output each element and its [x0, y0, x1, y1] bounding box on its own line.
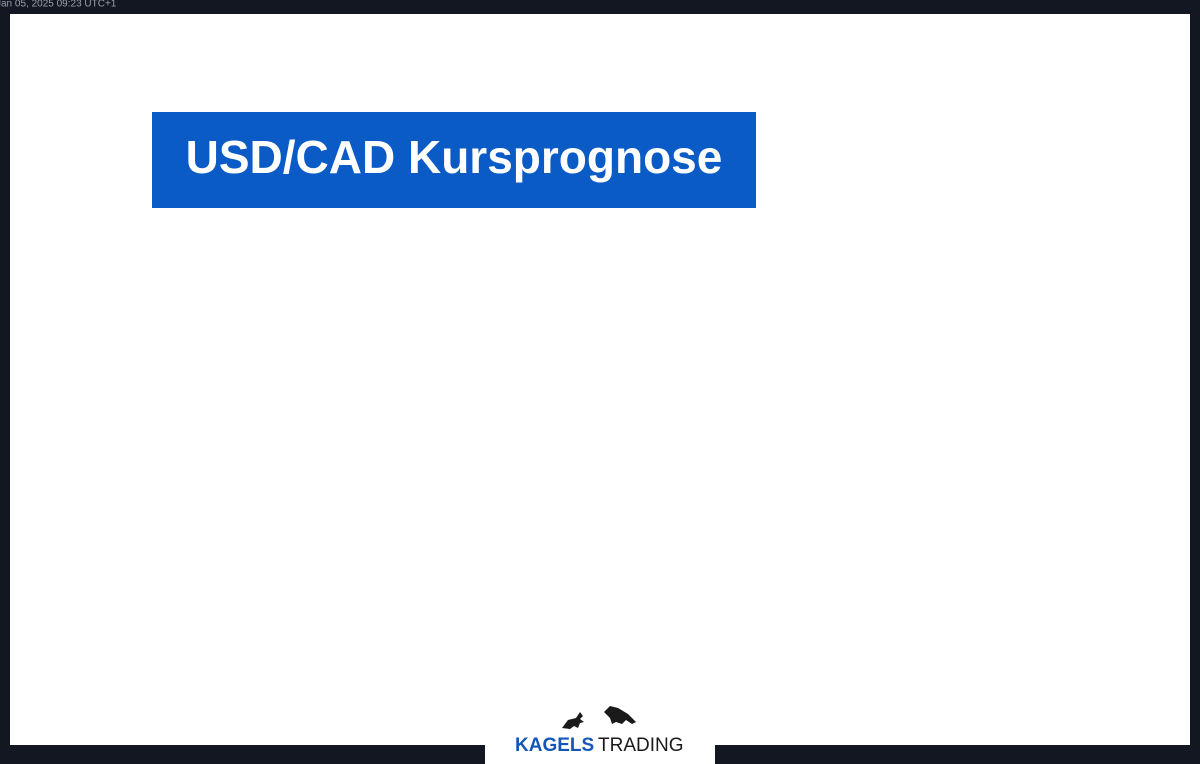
- title-box: [152, 112, 756, 208]
- timestamp: Jan 05, 2025 09:23 UTC+1: [0, 0, 117, 10]
- logo: KAGELS TRADING: [485, 695, 715, 764]
- chart-title: USD/CAD Kursprognose: [186, 131, 723, 183]
- logo-text-trading: TRADING: [598, 735, 684, 756]
- logo-text-kagels: KAGELS: [515, 735, 594, 756]
- logo-box: [485, 695, 715, 764]
- bear-icon: [604, 706, 636, 724]
- bull-icon: [562, 712, 584, 729]
